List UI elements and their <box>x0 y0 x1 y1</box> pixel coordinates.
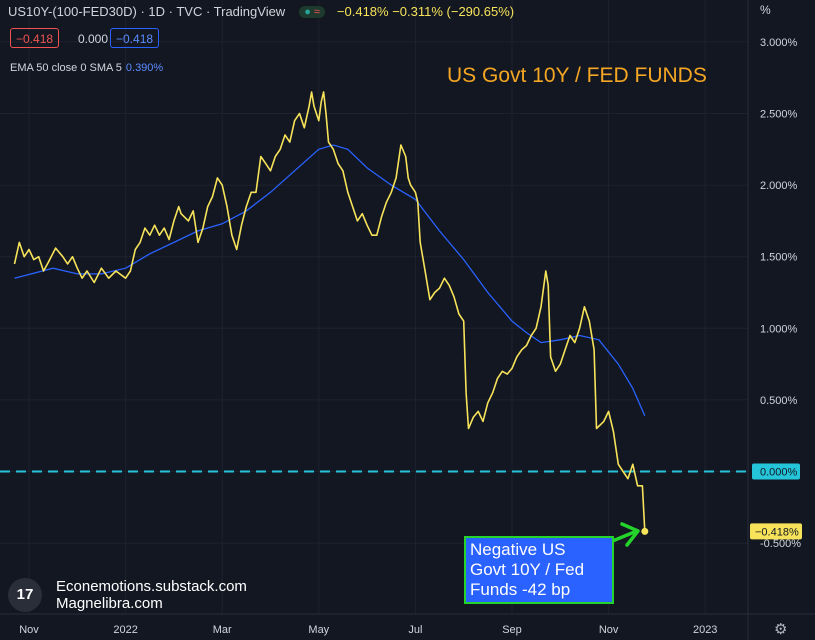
time-axis: Nov 2022 Mar May Jul Sep Nov 2023 <box>19 624 717 636</box>
last-price-label: −0.418% <box>750 523 802 540</box>
y-tick-label: 1.000% <box>760 323 798 335</box>
callout-line-3: Funds -42 bp <box>470 580 571 599</box>
y-tick-label: -0.500% <box>760 538 801 550</box>
x-tick-label: Jul <box>408 624 422 636</box>
indicator-value: 0.390% <box>125 62 164 74</box>
value-pill-blue: −0.418 <box>110 28 160 48</box>
tradingview-logo-icon[interactable]: 17 <box>8 578 42 612</box>
last-value-dot <box>641 527 649 535</box>
zero-price-label-text: 0.000% <box>760 467 798 479</box>
x-tick-label: 2022 <box>113 624 137 636</box>
spread-series-line <box>13 91 646 532</box>
last-price-label-text: −0.418% <box>755 526 799 538</box>
y-tick-label: 3.000% <box>760 37 798 49</box>
indicator-name[interactable]: EMA 50 close 0 SMA 5 <box>10 62 122 74</box>
axis-unit-label: % <box>760 3 771 17</box>
symbol-header[interactable]: US10Y-(100-FED30D) · 1D · TVC · TradingV… <box>8 4 514 19</box>
vertical-gridlines <box>28 0 706 614</box>
ema-50-series-line <box>14 144 646 416</box>
annotation-callout: Negative US Govt 10Y / Fed Funds -42 bp <box>464 536 614 604</box>
indicator-legend[interactable]: EMA 50 close 0 SMA 5 0.390% <box>10 62 163 74</box>
symbol-title[interactable]: US10Y-(100-FED30D) · 1D · TVC · TradingV… <box>8 4 286 19</box>
x-tick-label: Nov <box>599 624 619 636</box>
watermark-line-1: Econemotions.substack.com <box>56 578 247 595</box>
y-tick-label: 1.500% <box>760 252 798 264</box>
value-pill-neutral: 0.000 <box>78 32 109 46</box>
market-status-icon[interactable]: ● ≈ <box>299 6 325 18</box>
quote-values: −0.418% −0.311% (−290.65%) <box>336 4 515 19</box>
x-tick-label: Mar <box>213 624 232 636</box>
x-tick-label: May <box>308 624 329 636</box>
value-pill-red: −0.418 <box>10 28 60 48</box>
x-tick-label: Nov <box>19 624 39 636</box>
gear-icon[interactable]: ⚙ <box>774 621 788 638</box>
callout-line-2: Govt 10Y / Fed <box>470 560 585 579</box>
green-arrow-icon <box>608 522 640 547</box>
horizontal-gridlines <box>0 41 748 544</box>
chart-title: US Govt 10Y / FED FUNDS <box>447 64 707 87</box>
zero-price-label: 0.000% <box>752 463 800 480</box>
y-tick-label: 2.000% <box>760 180 798 192</box>
callout-line-1: Negative US <box>470 540 566 559</box>
watermark-line-2: Magnelibra.com <box>56 595 163 612</box>
x-tick-label: 2023 <box>693 624 717 636</box>
y-tick-label: 2.500% <box>760 109 798 121</box>
y-tick-label: 0.500% <box>760 395 798 407</box>
x-tick-label: Sep <box>502 624 522 636</box>
